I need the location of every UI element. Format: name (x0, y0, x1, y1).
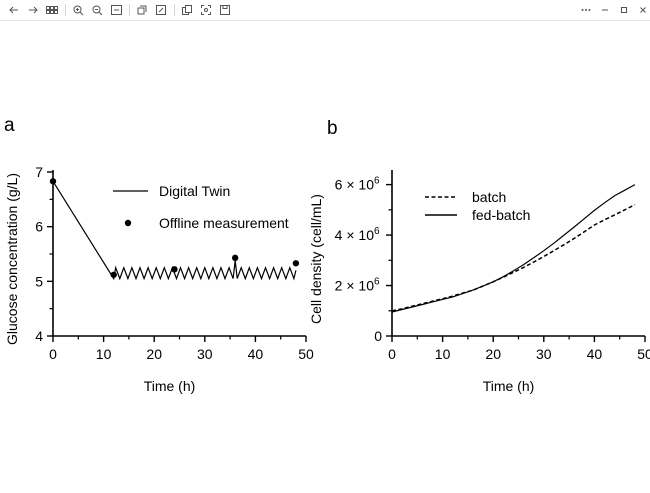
x-tick-label: 50 (298, 346, 314, 362)
more-icon[interactable] (578, 2, 594, 18)
x-tick-label: 20 (485, 346, 501, 362)
x-tick-label: 10 (435, 346, 451, 362)
panel-label: b (327, 118, 338, 139)
toolbar-left-group (6, 0, 236, 20)
fit-page-icon[interactable] (108, 2, 124, 18)
figure-canvas: a 0 10 20 30 40 50 Time (h) 4 5 6 7 Glucose concentr… (4, 115, 650, 394)
grid-icon[interactable] (44, 2, 60, 18)
y-tick-exponent: 6 (374, 226, 380, 237)
x-tick-label: 30 (197, 346, 213, 362)
y-tick-label: 5 (35, 273, 43, 289)
legend-label: batch (472, 189, 506, 205)
zoom-out-icon[interactable] (89, 2, 105, 18)
data-point-offline-measurement (171, 266, 178, 273)
y-tick-label: 0 (374, 328, 382, 344)
y-axis-title: Cell density (cell/mL) (308, 194, 324, 324)
x-axis-title: Time (h) (483, 378, 535, 394)
x-tick-label: 0 (49, 346, 57, 362)
x-axis-title: Time (h) (144, 378, 196, 394)
legend-swatch-offline-measurement (124, 219, 132, 227)
toolbar-separator (174, 4, 175, 16)
toolbar-separator (65, 4, 66, 16)
data-point-offline-measurement (110, 271, 117, 278)
y-tick-label: 7 (35, 164, 43, 180)
x-tick-label: 10 (96, 346, 112, 362)
figure-area: a 0 10 20 30 40 50 Time (h) 4 5 6 7 Glucose concentr… (0, 20, 650, 488)
edit-icon[interactable] (153, 2, 169, 18)
legend-label: fed-batch (472, 207, 530, 223)
y-tick-label: 2 × 10 (335, 278, 375, 294)
copy-icon[interactable] (179, 2, 195, 18)
x-tick-label: 40 (248, 346, 264, 362)
series-line-batch (391, 204, 636, 312)
legend-label: Offline measurement (159, 215, 289, 231)
data-point-offline-measurement (49, 178, 57, 185)
viewer-toolbar (0, 0, 650, 21)
x-tick-label: 30 (536, 346, 552, 362)
save-icon[interactable] (217, 2, 233, 18)
rotate-icon[interactable] (134, 2, 150, 18)
y-tick-label: 6 (35, 219, 43, 235)
y-tick-exponent: 6 (374, 176, 380, 187)
series-line-digital-twin (52, 180, 297, 281)
x-tick-label: 50 (637, 346, 650, 362)
toolbar-right-group (578, 0, 650, 20)
zoom-in-icon[interactable] (70, 2, 86, 18)
y-tick-label: 4 (35, 328, 43, 344)
y-axis-title: Glucose concentration (g/L) (4, 173, 20, 345)
x-tick-label: 0 (388, 346, 396, 362)
data-point-offline-measurement (292, 260, 300, 267)
x-tick-label: 40 (587, 346, 603, 362)
data-point-offline-measurement (231, 254, 239, 262)
y-tick-label: 4 × 10 (335, 227, 375, 243)
screenshot-icon[interactable] (198, 2, 214, 18)
minimize-icon[interactable] (597, 2, 613, 18)
forward-arrow-icon[interactable] (25, 2, 41, 18)
y-tick-label: 6 × 10 (335, 177, 375, 193)
close-icon[interactable] (635, 2, 650, 18)
y-tick-exponent: 6 (374, 277, 380, 288)
legend-label: Digital Twin (159, 183, 230, 199)
panel-label: a (4, 115, 15, 136)
back-arrow-icon[interactable] (6, 2, 22, 18)
series-line-fed-batch (391, 184, 636, 313)
x-tick-label: 20 (146, 346, 162, 362)
maximize-icon[interactable] (616, 2, 632, 18)
toolbar-separator (129, 4, 130, 16)
